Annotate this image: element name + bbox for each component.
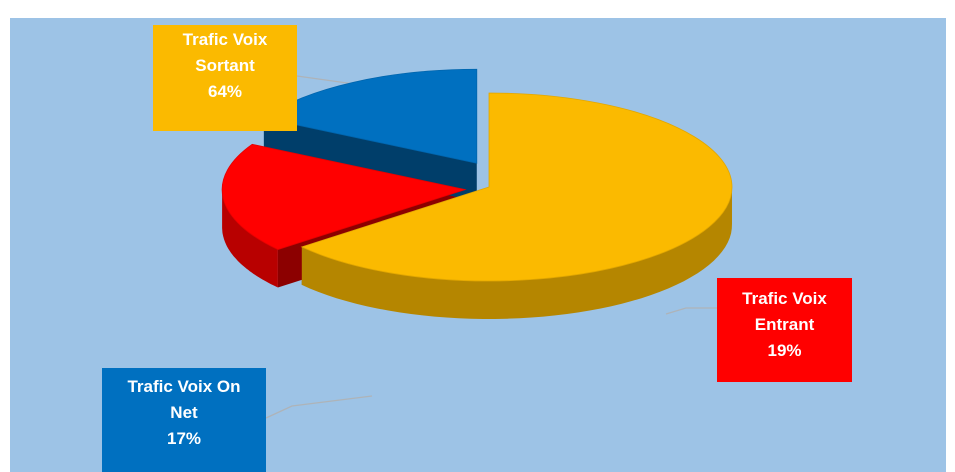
leader-line-entrant	[665, 307, 717, 315]
label-sortant-line2: Sortant	[195, 56, 255, 75]
label-on-net-line2: Net	[170, 403, 198, 422]
label-entrant-line1: Trafic Voix	[742, 289, 827, 308]
label-sortant-value: 64%	[207, 82, 243, 101]
leader-line-on-net	[265, 395, 373, 419]
slice-top-1	[221, 143, 467, 250]
slice-side-1	[222, 188, 278, 288]
label-entrant-line2: Entrant	[754, 315, 815, 334]
chart-area: Trafic Voix Sortant 64% Trafic Voix Entr…	[10, 18, 946, 472]
label-on-net-line1: Trafic Voix On	[127, 377, 241, 396]
pie-chart	[221, 68, 733, 419]
label-box-sortant: Trafic Voix Sortant 64%	[153, 25, 297, 131]
label-entrant-value: 19%	[767, 341, 802, 360]
label-on-net-value: 17%	[166, 429, 202, 448]
label-sortant-line1: Trafic Voix	[182, 30, 268, 49]
label-box-entrant: Trafic Voix Entrant 19%	[717, 278, 852, 382]
slice-top-0	[300, 92, 733, 282]
label-box-on-net: Trafic Voix On Net 17%	[102, 368, 266, 472]
slice-side-0	[301, 185, 732, 319]
